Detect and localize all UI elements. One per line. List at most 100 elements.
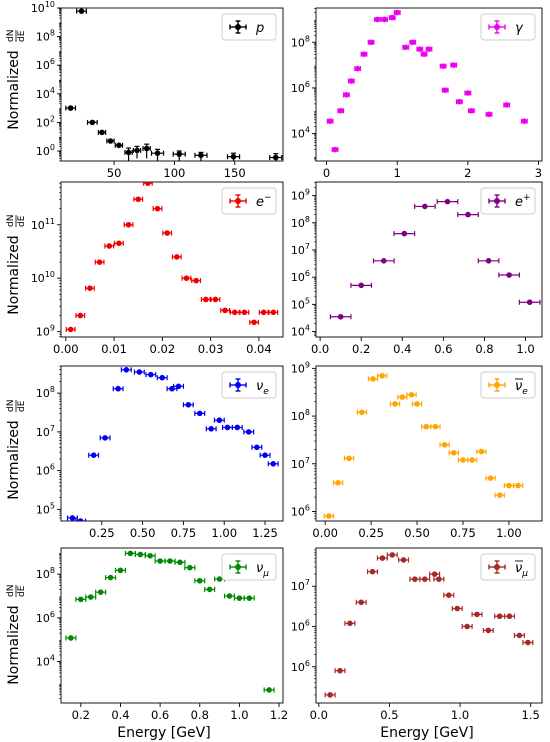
data-point <box>249 319 259 326</box>
data-marker <box>193 277 199 284</box>
data-point <box>184 564 196 571</box>
data-point <box>134 551 146 558</box>
data-point <box>439 441 450 448</box>
data-marker <box>379 372 385 379</box>
data-point <box>99 435 111 441</box>
ylabel-row-3: Normalized dN dE <box>6 400 27 500</box>
data-marker <box>176 151 183 157</box>
legend-label: e− <box>256 193 272 210</box>
plot-frame <box>315 365 543 522</box>
data-point <box>239 309 250 316</box>
data-point <box>65 635 77 641</box>
data-marker <box>369 568 376 575</box>
data-marker <box>412 576 418 582</box>
data-point <box>223 593 236 599</box>
data-marker <box>440 63 446 69</box>
data-point <box>411 401 423 407</box>
data-marker <box>358 599 365 606</box>
xlabel-right: Energy [GeV] <box>380 725 473 741</box>
data-marker <box>456 98 463 105</box>
data-point <box>513 632 525 639</box>
data-marker <box>525 639 531 646</box>
ylabel-row-1: Normalized dN dE <box>6 30 27 130</box>
legend: e+ <box>480 187 536 215</box>
x-tick-label: 1.0 <box>451 708 469 722</box>
data-marker <box>392 401 398 407</box>
data-point <box>494 492 505 498</box>
ylabel-text: Normalized <box>6 50 22 129</box>
legend: νμ <box>221 553 277 581</box>
y-tick-label: 104 <box>36 654 55 669</box>
series <box>324 552 534 698</box>
data-marker <box>123 366 130 373</box>
legend-marker <box>235 24 241 30</box>
data-marker <box>177 559 183 566</box>
y-tick-label: 108 <box>291 34 310 49</box>
data-marker <box>402 44 409 51</box>
data-point <box>376 372 388 379</box>
plot-frame <box>315 547 543 704</box>
data-point <box>263 687 275 693</box>
data-marker <box>337 313 344 320</box>
xlabel-left: Energy [GeV] <box>117 725 210 741</box>
x-tick-label: 1.5 <box>522 708 540 722</box>
data-point <box>114 142 124 149</box>
data-marker <box>417 46 423 52</box>
data-point <box>450 62 458 68</box>
data-marker <box>270 461 277 467</box>
data-point <box>354 65 362 72</box>
data-point <box>419 576 431 582</box>
data-marker <box>394 9 401 16</box>
data-marker <box>167 558 173 564</box>
data-point <box>329 313 352 320</box>
x-tick-label: 0.6 <box>434 342 452 356</box>
y-tick-label: 107 <box>291 242 310 257</box>
data-point <box>85 285 95 292</box>
data-point <box>455 98 463 105</box>
x-tick-label: 1.25 <box>252 526 278 540</box>
legend: e− <box>221 187 277 215</box>
y-tick-label: 106 <box>291 269 310 284</box>
data-marker <box>127 550 134 557</box>
data-point <box>416 46 424 52</box>
data-point <box>164 558 176 564</box>
data-marker <box>174 254 180 260</box>
plot-frame <box>60 7 284 162</box>
data-point <box>145 371 157 378</box>
plot-frame <box>60 181 284 338</box>
data-marker <box>432 423 439 430</box>
data-marker <box>335 479 341 486</box>
data-point <box>114 567 127 574</box>
data-marker <box>441 441 448 448</box>
data-marker <box>134 147 140 154</box>
data-marker <box>115 385 121 392</box>
data-marker <box>503 102 510 108</box>
data-marker <box>485 627 492 634</box>
legend-label: νe <box>515 379 528 397</box>
data-point <box>94 259 105 265</box>
data-marker <box>368 39 374 46</box>
data-point <box>503 482 515 489</box>
data-point <box>124 550 136 557</box>
y-tick-label: 104 <box>291 126 310 141</box>
data-marker <box>381 16 388 23</box>
chart-panel-2: 0 1 2 3 104 106 108 γ <box>291 7 543 180</box>
data-point <box>498 272 521 278</box>
data-point <box>194 577 206 584</box>
y-tick-label: 106 <box>291 619 310 634</box>
data-point <box>154 558 166 564</box>
data-point <box>406 391 417 398</box>
data-point <box>120 366 132 373</box>
data-marker <box>185 401 192 408</box>
x-tick-label: 0.4 <box>393 342 411 356</box>
data-marker <box>431 571 438 577</box>
data-marker <box>90 452 97 459</box>
data-point <box>142 182 153 186</box>
data-point <box>220 307 231 314</box>
x-tick-label: 2 <box>464 166 471 180</box>
data-marker <box>389 552 396 558</box>
data-point <box>142 143 151 159</box>
data-marker <box>465 211 471 218</box>
data-marker <box>474 611 480 618</box>
legend-marker <box>494 564 500 570</box>
